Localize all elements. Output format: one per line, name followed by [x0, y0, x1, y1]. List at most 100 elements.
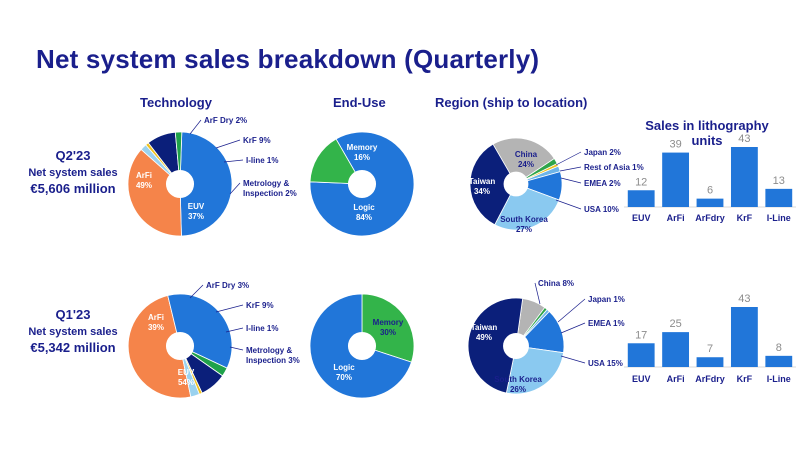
- bar-i-line: [765, 355, 793, 367]
- quarter-label-q1: Q1'23 Net system sales €5,342 million: [18, 307, 128, 355]
- pie-q2-23-end-use: Logic 84% Memory 16%: [309, 131, 415, 237]
- page-title: Net system sales breakdown (Quarterly): [36, 44, 540, 74]
- callout-line-usa: [560, 355, 586, 364]
- bar-value-arfi: 25: [669, 318, 681, 330]
- pie-slice-memory: [309, 138, 363, 185]
- pie-q1-23-end-use: Memory 30% Logic 70%: [309, 293, 415, 399]
- bar-chart-q2-23: 12 EUV 39 ArFi 6 ArFdry 43 KrF 13 I-Line: [624, 133, 796, 223]
- slice-label-arf-dry: ArF Dry 2%: [204, 116, 247, 125]
- slice-label-taiwan: Taiwan 49%: [471, 323, 498, 342]
- litho-header-line1: Sales in lithography: [645, 118, 769, 133]
- net-sales-value: €5,342 million: [30, 340, 116, 355]
- column-header-region: Region (ship to location): [435, 95, 588, 110]
- bar-value-arfdry: 6: [707, 185, 713, 197]
- callout-line-japan: [557, 298, 586, 323]
- slice-label-china: China 24%: [515, 150, 538, 169]
- slice-label-metrology-inspection: Metrology & Inspection 2%: [243, 179, 297, 198]
- callout-line-metrology-inspection: [229, 182, 241, 195]
- pie-slice-arfi: [179, 131, 233, 237]
- slice-label-metrology-inspection: Metrology & Inspection 3%: [246, 346, 300, 365]
- slice-label-emea: EMEA 2%: [584, 179, 621, 188]
- slice-label-china: China 8%: [538, 279, 574, 288]
- bar-category-i-line: I-Line: [767, 374, 791, 384]
- bar-arfdry: [696, 198, 724, 207]
- slice-label-logic: Logic 84%: [353, 203, 375, 222]
- pie-q1-23-technology: EUV 54% ArFi 39% ArF Dry 3% KrF 9% I-line 1% Me…: [127, 281, 300, 399]
- bar-value-i-line: 8: [776, 342, 782, 354]
- callout-line-china: [534, 282, 541, 305]
- callout-line-emea: [560, 322, 586, 334]
- slice-label-south-korea: South Korea 27%: [500, 215, 548, 234]
- slice-label-memory: Memory 16%: [347, 143, 378, 162]
- net-sales-value: €5,606 million: [30, 181, 116, 196]
- slice-label-japan: Japan 1%: [588, 295, 625, 304]
- column-header-end-use: End-Use: [333, 95, 386, 110]
- callout-line-i-line: [225, 327, 244, 333]
- pie-hole: [503, 171, 529, 197]
- bar-category-i-line: I-Line: [767, 213, 791, 223]
- bar-arfi: [662, 152, 690, 207]
- bar-value-krf: 43: [738, 293, 750, 305]
- callout-line-rest-of-asia: [559, 166, 582, 172]
- bar-value-arfdry: 7: [707, 343, 713, 355]
- slice-label-usa: USA 15%: [588, 359, 623, 368]
- bar-category-arfdry: ArFdry: [695, 374, 725, 384]
- bar-category-arfi: ArFi: [667, 374, 685, 384]
- slice-label-arfi: ArFi 49%: [136, 171, 152, 190]
- slice-label-emea: EMEA 1%: [588, 319, 625, 328]
- callout-line-japan: [555, 151, 582, 166]
- slice-label-usa: USA 10%: [584, 205, 619, 214]
- bar-value-euv: 12: [635, 176, 647, 188]
- callout-line-i-line: [223, 159, 244, 163]
- bar-value-krf: 43: [738, 133, 750, 145]
- callout-line-emea: [560, 177, 582, 184]
- slice-label-taiwan: Taiwan 34%: [469, 177, 496, 196]
- bar-i-line: [765, 188, 793, 207]
- bar-arfi: [662, 332, 690, 367]
- pie-hole: [165, 331, 195, 361]
- pie-slice-euv: [127, 294, 192, 399]
- slice-label-arfi: ArFi 39%: [148, 313, 164, 332]
- pie-q2-23-technology: ArFi 49% EUV 37% Metrology & Inspection 2% I-l…: [127, 116, 297, 237]
- bar-value-euv: 17: [635, 329, 647, 341]
- slice-label-logic: Logic 70%: [333, 363, 355, 382]
- pie-q1-23-region-ship-to-location: China 8% Japan 1% EMEA 1% USA 15% South Kore…: [467, 279, 625, 395]
- bar-value-i-line: 13: [773, 175, 785, 187]
- slice-label-i-line: I-line 1%: [246, 156, 278, 165]
- bar-category-arfdry: ArFdry: [695, 213, 725, 223]
- net-sales-caption: Net system sales: [28, 167, 118, 179]
- net-sales-caption: Net system sales: [28, 326, 118, 338]
- pie-hole: [503, 333, 529, 359]
- slice-label-i-line: I-line 1%: [246, 324, 278, 333]
- callout-line-metrology-inspection: [229, 346, 244, 351]
- slice-label-arf-dry: ArF Dry 3%: [206, 281, 249, 290]
- callout-line-arf-dry: [189, 284, 204, 299]
- column-header-litho-units: Sales in lithography units: [632, 118, 782, 148]
- bar-category-krf: KrF: [737, 374, 753, 384]
- litho-header-line2: units: [691, 133, 723, 148]
- callout-line-krf: [215, 139, 241, 149]
- slice-label-japan: Japan 2%: [584, 148, 621, 157]
- bar-arfdry: [696, 357, 724, 367]
- slice-label-krf: KrF 9%: [243, 136, 271, 145]
- pie-hole: [347, 331, 377, 361]
- bar-euv: [627, 343, 655, 367]
- slice-label-euv: EUV 54%: [178, 368, 195, 387]
- bar-chart-q1-23: 17 EUV 25 ArFi 7 ArFdry 43 KrF 8 I-Line: [624, 293, 796, 384]
- pie-slice-south-korea: [494, 183, 560, 231]
- pie-q2-23-region-ship-to-location: China 24% Japan 2% Rest of Asia 1% EMEA 2% US…: [469, 137, 644, 234]
- pie-hole: [347, 169, 377, 199]
- pie-slice-taiwan: [469, 143, 517, 226]
- column-header-technology: Technology: [140, 95, 212, 110]
- quarter-name: Q1'23: [55, 307, 91, 322]
- pie-slice-euv: [127, 148, 182, 237]
- pie-hole: [165, 169, 195, 199]
- callout-line-krf: [215, 304, 244, 313]
- slice-label-south-korea: South Korea 26%: [494, 375, 542, 394]
- pie-slice-taiwan: [467, 297, 524, 394]
- bar-category-arfi: ArFi: [667, 213, 685, 223]
- bar-krf: [730, 307, 758, 367]
- bar-category-euv: EUV: [632, 213, 651, 223]
- bar-krf: [730, 147, 758, 207]
